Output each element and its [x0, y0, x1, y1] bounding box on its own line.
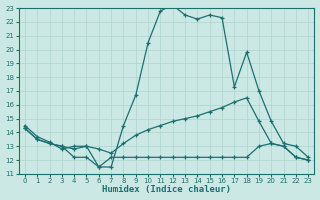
X-axis label: Humidex (Indice chaleur): Humidex (Indice chaleur) — [102, 185, 231, 194]
